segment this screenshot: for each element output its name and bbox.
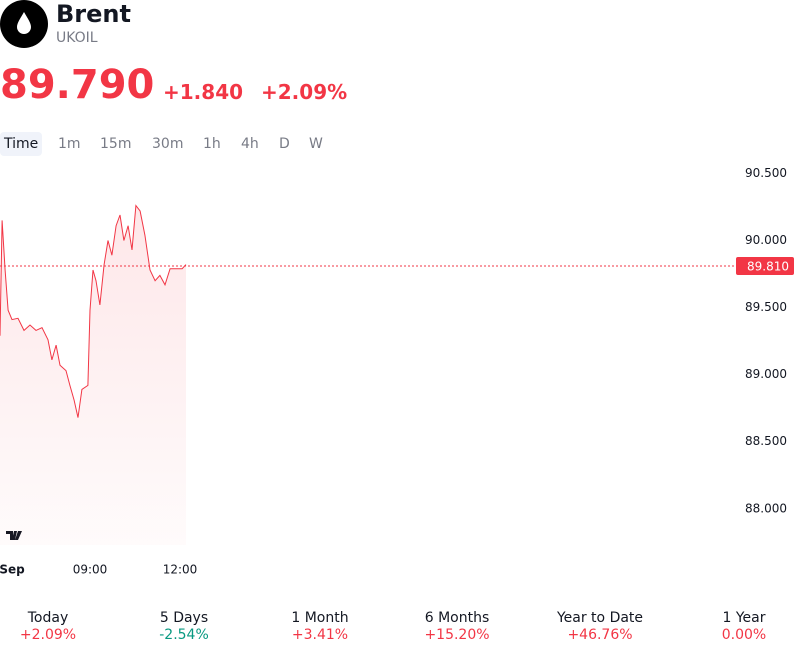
x-tick-label: 09:00 [73, 563, 108, 577]
interval-tab[interactable]: 15m [100, 136, 132, 152]
interval-tab[interactable]: 1h [203, 136, 221, 152]
y-tick-label: 88.000 [745, 501, 787, 515]
performance-item[interactable]: Year to Date +46.76% [535, 610, 665, 643]
interval-tab[interactable]: 1m [58, 136, 81, 152]
y-tick-label: 90.500 [745, 166, 787, 180]
performance-label: 5 Days [159, 610, 209, 626]
x-tick-label: Sep [0, 563, 25, 577]
interval-tab[interactable]: Time [0, 132, 43, 156]
price: 89.790 [0, 62, 155, 108]
performance-label: 6 Months [424, 610, 490, 626]
performance-label: 1 Month [291, 610, 349, 626]
symbol-code: UKOIL [56, 30, 98, 46]
performance-label: 1 Year [722, 610, 766, 626]
performance-value: +46.76% [567, 627, 633, 643]
performance-item[interactable]: Today +2.09% [0, 610, 113, 643]
performance-value: +3.41% [291, 627, 349, 643]
line [0, 204, 187, 418]
x-tick-label: 12:00 [163, 563, 198, 577]
interval-tab[interactable]: D [279, 136, 290, 152]
symbol-icon [0, 0, 48, 48]
symbol-title: Brent [56, 0, 131, 28]
interval-tab[interactable]: 4h [241, 136, 259, 152]
performance-value: +2.09% [19, 627, 77, 643]
chart: 88.000 88.500 89.000 89.500 90.000 90.500 Sep 0… [0, 166, 794, 577]
y-tick-label: 90.000 [745, 233, 787, 247]
performance-item[interactable]: 1 Year 0.00% [679, 610, 800, 643]
performance-label: Today [27, 610, 69, 626]
area [0, 205, 186, 545]
performance-label: Year to Date [556, 610, 644, 626]
last-price-badge [736, 256, 794, 275]
performance-item[interactable]: 6 Months +15.20% [392, 610, 522, 643]
performance-value: 0.00% [721, 627, 767, 643]
performance-item[interactable]: 1 Month +3.41% [255, 610, 385, 643]
last-price-label: 89.810 [747, 259, 789, 273]
price-change: +1.840 [163, 80, 244, 104]
performance-value: -2.54% [159, 627, 209, 643]
y-tick-label: 89.500 [745, 300, 787, 314]
interval-tab[interactable]: 30m [152, 136, 184, 152]
y-tick-label: 89.000 [745, 367, 787, 381]
performance-value: +15.20% [424, 627, 490, 643]
interval-tab[interactable]: W [309, 136, 323, 152]
y-tick-label: 88.500 [745, 434, 787, 448]
price-change-percent: +2.09% [261, 80, 348, 104]
performance-item[interactable]: 5 Days -2.54% [119, 610, 249, 643]
